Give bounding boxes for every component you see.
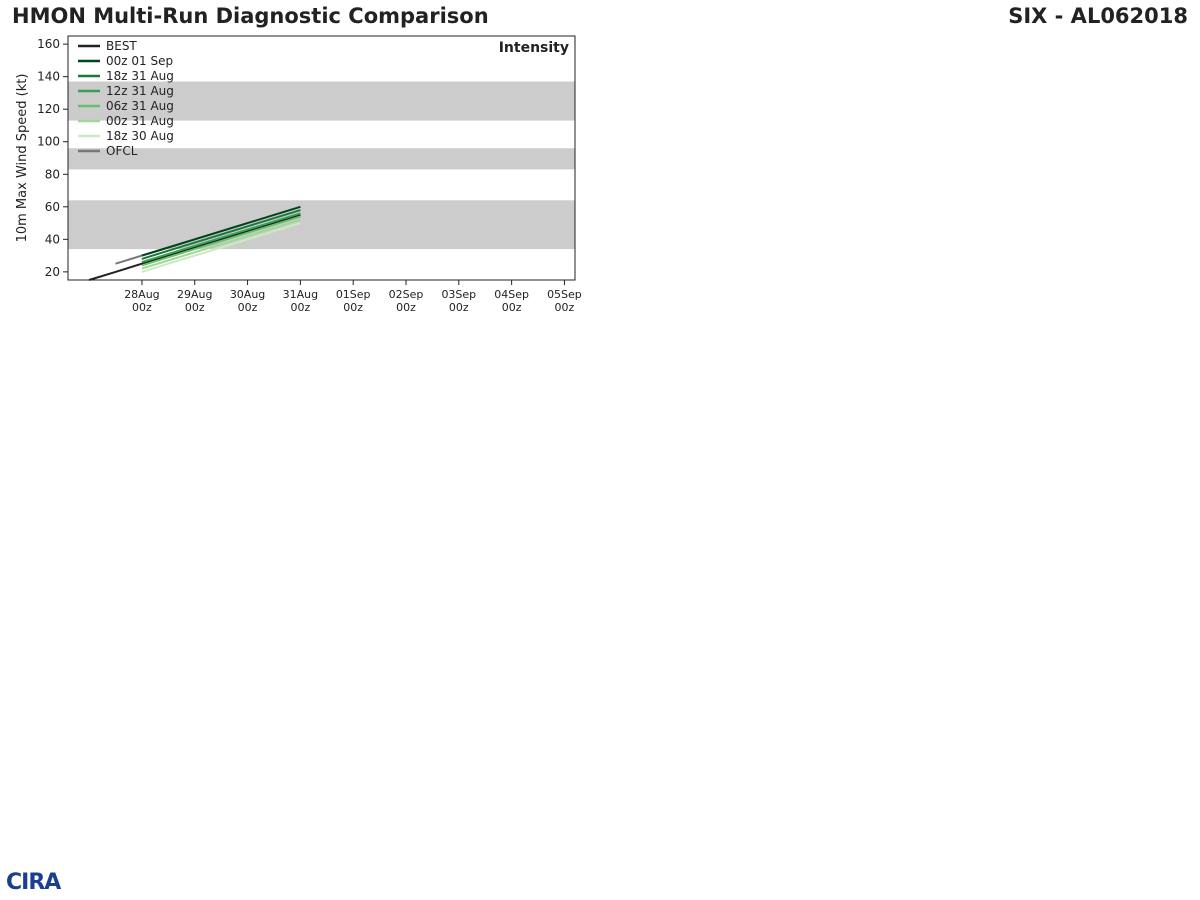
intensity-xtick-label: 00z <box>502 301 522 314</box>
intensity-series <box>141 212 301 264</box>
intensity-ytick-label: 120 <box>37 102 60 116</box>
intensity-series <box>141 218 301 270</box>
intensity-xtick-label: 03Sep <box>441 288 476 301</box>
title-left: HMON Multi-Run Diagnostic Comparison <box>12 4 489 28</box>
intensity-xtick-label: 02Sep <box>389 288 424 301</box>
intensity-xtick-label: 29Aug <box>177 288 212 301</box>
intensity-series <box>88 213 301 281</box>
intensity-xtick-label: 28Aug <box>124 288 159 301</box>
intensity-xtick-label: 04Sep <box>494 288 529 301</box>
intensity-ytick-label: 40 <box>45 232 60 246</box>
logo-text: CIRA <box>6 870 61 895</box>
title-right: SIX - AL062018 <box>1008 4 1188 28</box>
intensity-xtick-label: 01Sep <box>336 288 371 301</box>
intensity-band <box>68 148 575 170</box>
intensity-band <box>68 200 575 250</box>
intensity-xtick-label: 00z <box>290 301 310 314</box>
intensity-series <box>141 222 301 273</box>
intensity-legend-label: 18z 31 Aug <box>106 69 174 83</box>
intensity-xtick-label: 00z <box>343 301 363 314</box>
intensity-xtick-label: 00z <box>396 301 416 314</box>
intensity-xtick-label: 05Sep <box>547 288 582 301</box>
intensity-series <box>141 205 301 257</box>
intensity-ytick-label: 100 <box>37 135 60 149</box>
intensity-ylabel: 10m Max Wind Speed (kt) <box>15 74 30 243</box>
chart-intensity: 2040608010012014016028Aug00z29Aug00z30Au… <box>15 35 582 314</box>
intensity-legend-label: 00z 01 Sep <box>106 54 173 68</box>
intensity-band <box>68 81 575 121</box>
intensity-ytick-label: 140 <box>37 70 60 84</box>
intensity-legend-label: 18z 30 Aug <box>106 129 174 143</box>
intensity-ytick-label: 80 <box>45 167 60 181</box>
intensity-legend-label: OFCL <box>106 144 138 158</box>
intensity-legend-label: 00z 31 Aug <box>106 114 174 128</box>
intensity-legend-label: 12z 31 Aug <box>106 84 174 98</box>
intensity-legend-label: BEST <box>106 39 137 53</box>
intensity-legend-label: 06z 31 Aug <box>106 99 174 113</box>
intensity-xtick-label: 30Aug <box>230 288 265 301</box>
intensity-series <box>141 209 301 260</box>
intensity-xtick-label: 31Aug <box>283 288 318 301</box>
intensity-xtick-label: 00z <box>555 301 575 314</box>
intensity-ytick-label: 20 <box>45 265 60 279</box>
intensity-xtick-label: 00z <box>132 301 152 314</box>
intensity-ytick-label: 160 <box>37 37 60 51</box>
intensity-xtick-label: 00z <box>185 301 205 314</box>
intensity-ytick-label: 60 <box>45 200 60 214</box>
logo: CIRA <box>4 866 114 898</box>
intensity-series <box>141 215 301 267</box>
intensity-xtick-label: 00z <box>449 301 469 314</box>
intensity-frame <box>67 35 576 281</box>
intensity-title: Intensity <box>499 40 569 56</box>
intensity-xtick-label: 00z <box>238 301 258 314</box>
